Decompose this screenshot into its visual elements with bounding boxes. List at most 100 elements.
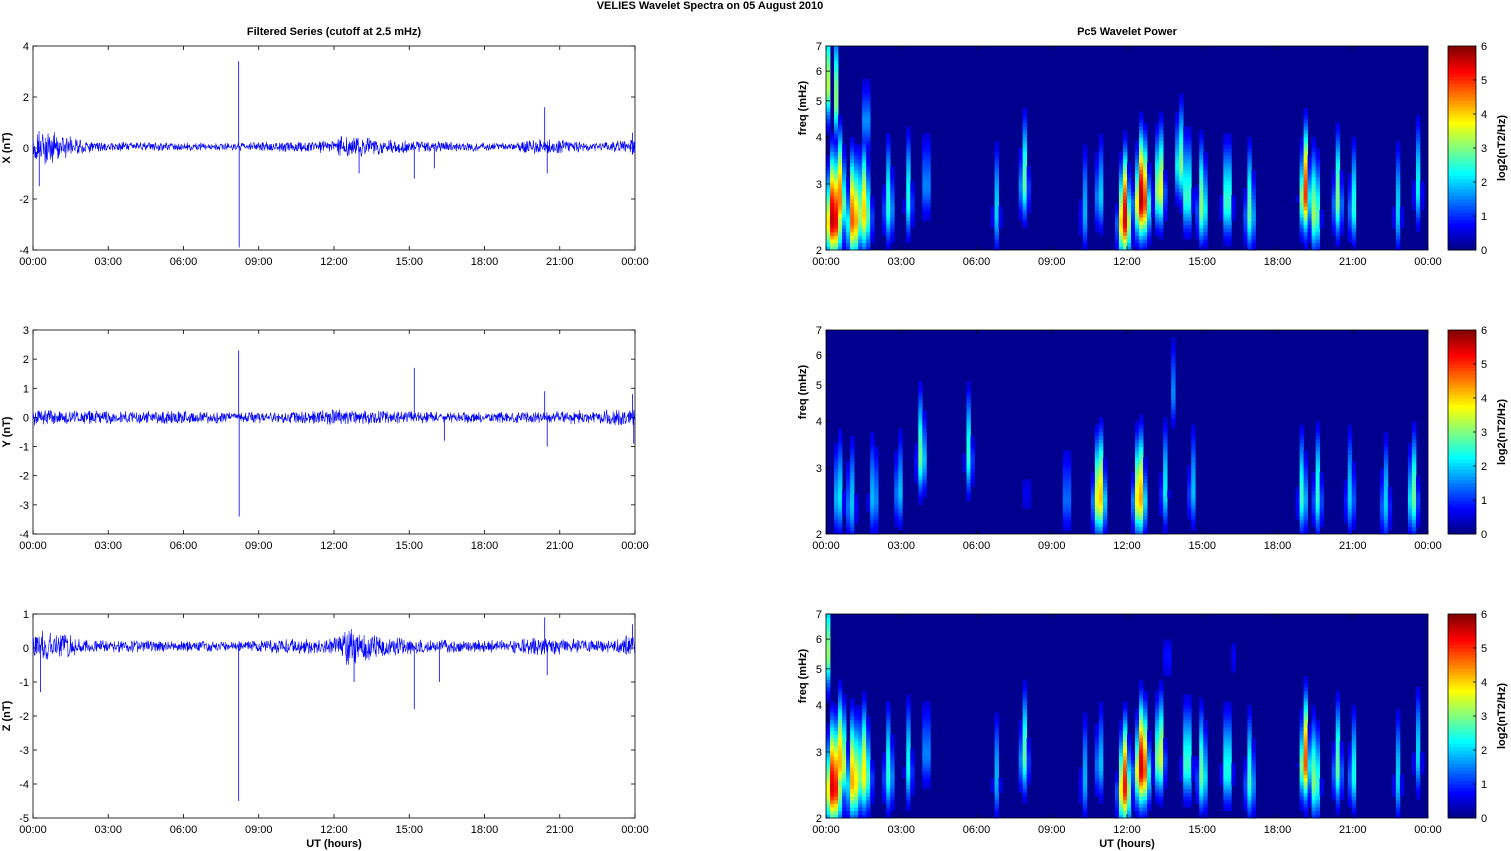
heatmap-cell — [894, 472, 899, 477]
heatmap-cell — [1066, 493, 1072, 498]
heatmap-cell — [1127, 206, 1132, 211]
heatmap-cell — [1419, 191, 1425, 196]
heatmap-cell — [858, 726, 863, 731]
heatmap-cell — [1395, 774, 1401, 779]
heatmap-cell — [1082, 177, 1088, 182]
heatmap-cell — [834, 523, 839, 528]
heatmap-cell — [1139, 188, 1144, 193]
heatmap-cell — [1143, 155, 1148, 160]
heatmap-cell — [970, 461, 975, 466]
heatmap-cell — [1351, 173, 1357, 178]
heatmap-cell — [1022, 191, 1028, 196]
heatmap-cell — [1307, 169, 1313, 174]
colorbar-segment — [1448, 374, 1476, 379]
heatmap-cell — [1315, 759, 1321, 764]
heatmap-cell — [1018, 173, 1024, 178]
heatmap-cell — [1303, 756, 1308, 761]
heatmap-cell — [854, 519, 859, 524]
heatmap-cell — [862, 126, 867, 131]
heatmap-cell — [850, 799, 855, 804]
heatmap-cell — [850, 530, 855, 535]
heatmap-cell — [1399, 781, 1405, 786]
heatmap-cell — [1159, 799, 1164, 804]
heatmap-cell — [1167, 661, 1172, 666]
heatmap-cell — [1251, 756, 1256, 761]
heatmap-cell — [1199, 220, 1204, 225]
heatmap-cell — [834, 752, 839, 757]
heatmap-cell — [858, 748, 863, 753]
heatmap-cell — [1347, 199, 1353, 204]
heatmap-cell — [994, 745, 999, 750]
heatmap-cell — [1243, 777, 1248, 782]
heatmap-cell — [990, 777, 995, 782]
heatmap-cell — [830, 705, 835, 710]
heatmap-cell — [1223, 180, 1228, 185]
heatmap-cell — [1227, 180, 1232, 185]
heatmap-cell — [1415, 716, 1421, 721]
heatmap-cell — [1139, 530, 1144, 535]
heatmap-cell — [834, 770, 839, 775]
heatmap-cell — [1247, 734, 1252, 739]
heatmap-cell — [1299, 140, 1304, 145]
heatmap-cell — [1379, 530, 1385, 535]
heatmap-cell — [1251, 231, 1256, 236]
heatmap-cell — [1187, 726, 1192, 731]
heatmap-cell — [838, 504, 843, 509]
heatmap-cell — [1203, 220, 1208, 225]
heatmap-cell — [1094, 737, 1100, 742]
heatmap-cell — [1319, 475, 1325, 480]
heatmap-cell — [1347, 195, 1353, 200]
heatmap-cell — [1062, 461, 1068, 466]
heatmap-cell — [1331, 785, 1337, 790]
heatmap-cell — [1183, 166, 1188, 171]
heatmap-cell — [898, 468, 903, 473]
heatmap-cell — [862, 129, 867, 134]
heatmap-cell — [1098, 457, 1104, 462]
heatmap-cell — [826, 734, 831, 739]
heatmap-cell — [834, 235, 839, 240]
heatmap-cell — [1155, 723, 1160, 728]
heatmap-cell — [1094, 745, 1100, 750]
heatmap-cell — [1183, 796, 1188, 801]
heatmap-cell — [1351, 726, 1357, 731]
heatmap-cell — [826, 628, 831, 633]
heatmap-cell — [1118, 199, 1124, 204]
heatmap-cell — [1159, 730, 1164, 735]
colorbar-tick-label: 0 — [1481, 245, 1487, 257]
heatmap-cell — [858, 774, 863, 779]
heatmap-cell — [1139, 199, 1144, 204]
heatmap-cell — [1247, 741, 1252, 746]
heatmap-cell — [1139, 781, 1144, 786]
heatmap-cell — [1094, 158, 1100, 163]
heatmap-cell — [834, 224, 839, 229]
heatmap-cell — [1114, 792, 1120, 797]
heatmap-cell — [1199, 180, 1204, 185]
heatmap-cell — [850, 180, 855, 185]
heatmap-cell — [1395, 788, 1401, 793]
heatmap-cell — [854, 763, 859, 768]
heatmap-cell — [1351, 202, 1357, 207]
heatmap-cell — [842, 730, 847, 735]
heatmap-cell — [1163, 654, 1168, 659]
heatmap-cell — [842, 719, 847, 724]
heatmap-cell — [1179, 777, 1184, 782]
heatmap-cell — [1351, 184, 1357, 189]
heatmap-cell — [1175, 184, 1180, 189]
heatmap-cell — [1187, 712, 1192, 717]
heatmap-cell — [1139, 421, 1144, 426]
heatmap-cell — [882, 785, 887, 790]
heatmap-cell — [1143, 803, 1148, 808]
heatmap-cell — [1022, 748, 1028, 753]
heatmap-cell — [1195, 792, 1200, 797]
heatmap-cell — [838, 519, 843, 524]
heatmap-cell — [1247, 803, 1252, 808]
heatmap-cell — [1247, 155, 1252, 160]
heatmap-cell — [1022, 774, 1028, 779]
heatmap-cell — [1351, 224, 1357, 229]
heatmap-cell — [838, 497, 843, 502]
heatmap-cell — [1159, 792, 1164, 797]
heatmap-cell — [1247, 191, 1252, 196]
heatmap-cell — [1066, 453, 1072, 458]
heatmap-cell — [1098, 191, 1104, 196]
heatmap-cell — [1022, 118, 1028, 123]
